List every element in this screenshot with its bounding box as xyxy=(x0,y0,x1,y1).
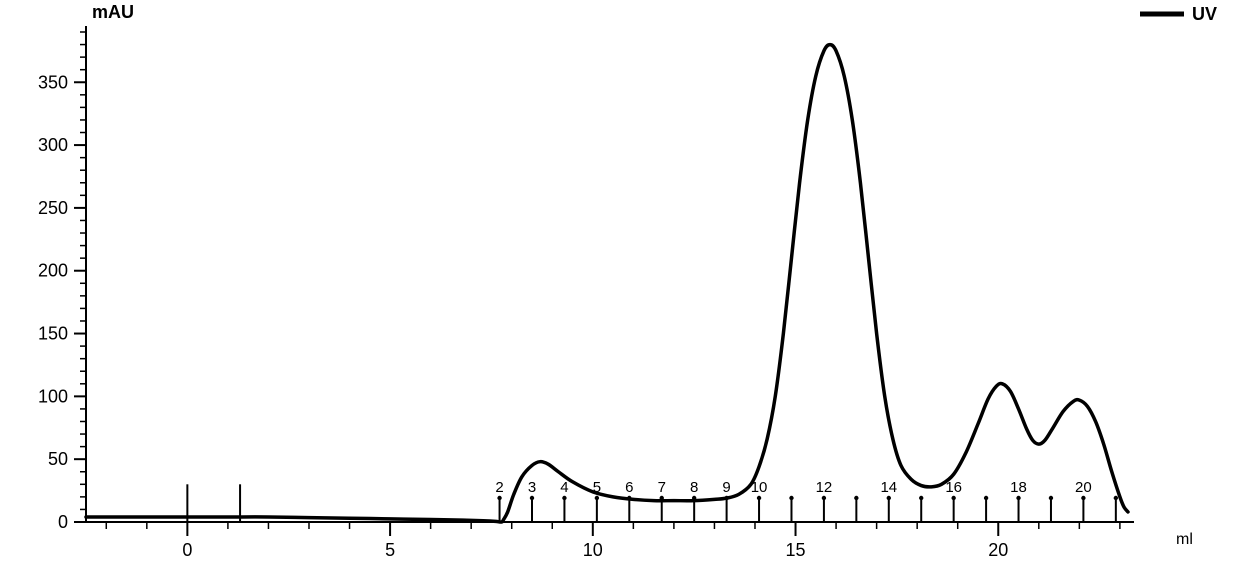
fraction-label: 16 xyxy=(945,479,962,496)
y-tick-label: 300 xyxy=(38,135,68,155)
fraction-dot xyxy=(692,496,696,500)
x-axis-label: ml xyxy=(1176,531,1193,548)
fraction-dot xyxy=(822,496,826,500)
fraction-label: 14 xyxy=(880,479,897,496)
x-tick-label: 15 xyxy=(786,540,806,560)
fraction-dot xyxy=(530,496,534,500)
fraction-label: 12 xyxy=(816,479,833,496)
fraction-label: 5 xyxy=(593,479,601,496)
fraction-label: 4 xyxy=(560,479,568,496)
y-axis-label: mAU xyxy=(92,2,134,22)
fraction-dot xyxy=(562,496,566,500)
fraction-dot xyxy=(660,496,664,500)
chart-svg: 0 50 100 150 200 250 300 350 mAU 0 5 10 15 20 ml 2 3 4 5 6 7… xyxy=(0,0,1240,568)
fraction-dot xyxy=(497,496,501,500)
x-tick-label: 20 xyxy=(988,540,1008,560)
fraction-label: 8 xyxy=(690,479,698,496)
y-tick-label: 200 xyxy=(38,261,68,281)
y-tick-label: 350 xyxy=(38,72,68,92)
fraction-dot xyxy=(789,496,793,500)
fraction-dot xyxy=(757,496,761,500)
fraction-label: 10 xyxy=(751,479,768,496)
x-tick-label: 0 xyxy=(182,540,192,560)
y-tick-label: 150 xyxy=(38,324,68,344)
fraction-dot xyxy=(984,496,988,500)
y-tick-label: 0 xyxy=(58,512,68,532)
fraction-dot xyxy=(854,496,858,500)
fraction-dot xyxy=(1049,496,1053,500)
fraction-label: 9 xyxy=(722,479,730,496)
fraction-dot xyxy=(627,496,631,500)
x-tick-label: 5 xyxy=(385,540,395,560)
y-tick-label: 100 xyxy=(38,386,68,406)
fraction-label: 6 xyxy=(625,479,633,496)
fraction-dot xyxy=(887,496,891,500)
y-tick-label: 50 xyxy=(48,449,68,469)
fraction-dot xyxy=(951,496,955,500)
fraction-dot xyxy=(919,496,923,500)
y-tick-label: 250 xyxy=(38,198,68,218)
x-tick-label: 10 xyxy=(583,540,603,560)
fraction-dot xyxy=(595,496,599,500)
fraction-label: 20 xyxy=(1075,479,1092,496)
fraction-label: 7 xyxy=(658,479,666,496)
chromatogram-chart: 0 50 100 150 200 250 300 350 mAU 0 5 10 15 20 ml 2 3 4 5 6 7… xyxy=(0,0,1240,568)
fraction-label: 3 xyxy=(528,479,536,496)
fraction-label: 18 xyxy=(1010,479,1027,496)
fraction-dot xyxy=(724,496,728,500)
fraction-label: 2 xyxy=(495,479,503,496)
fraction-dot xyxy=(1114,496,1118,500)
fraction-dot xyxy=(1081,496,1085,500)
fraction-dot xyxy=(1016,496,1020,500)
legend-label: UV xyxy=(1192,4,1217,24)
